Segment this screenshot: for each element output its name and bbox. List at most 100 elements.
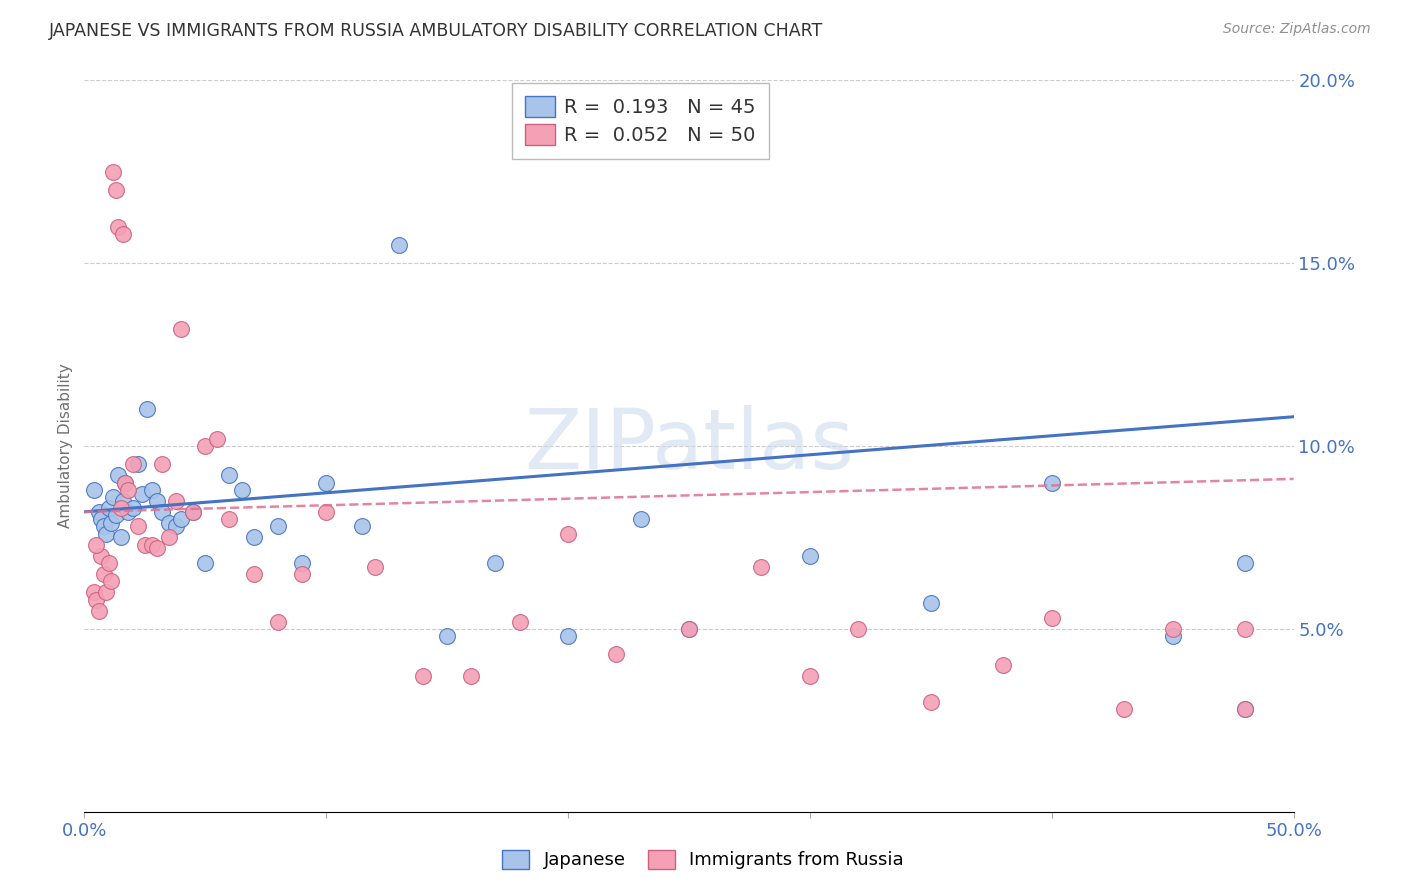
Point xyxy=(134,538,156,552)
Point xyxy=(104,183,127,197)
Point xyxy=(194,556,217,570)
Point xyxy=(846,622,869,636)
Point xyxy=(557,526,579,541)
Point xyxy=(630,512,652,526)
Point xyxy=(100,516,122,530)
Point xyxy=(291,567,314,582)
Point xyxy=(181,505,204,519)
Point xyxy=(121,501,143,516)
Text: JAPANESE VS IMMIGRANTS FROM RUSSIA AMBULATORY DISABILITY CORRELATION CHART: JAPANESE VS IMMIGRANTS FROM RUSSIA AMBUL… xyxy=(49,22,824,40)
Point xyxy=(363,559,385,574)
Point xyxy=(170,512,193,526)
Point xyxy=(127,457,149,471)
Point xyxy=(94,526,117,541)
Point xyxy=(460,669,482,683)
Point xyxy=(93,519,115,533)
Point xyxy=(97,501,120,516)
Point xyxy=(86,538,108,552)
Point xyxy=(103,490,125,504)
Point xyxy=(90,512,112,526)
Point xyxy=(993,658,1015,673)
Point xyxy=(131,486,153,500)
Point xyxy=(110,501,132,516)
Text: ZIPatlas: ZIPatlas xyxy=(524,406,853,486)
Point xyxy=(1234,702,1257,716)
Point xyxy=(388,238,411,252)
Point xyxy=(83,483,105,497)
Point xyxy=(90,549,112,563)
Point xyxy=(352,519,374,533)
Point xyxy=(136,402,159,417)
Point xyxy=(267,615,290,629)
Point xyxy=(920,596,942,610)
Point xyxy=(412,669,434,683)
Point xyxy=(157,530,180,544)
Point xyxy=(86,592,108,607)
Point xyxy=(150,505,173,519)
Point xyxy=(1234,556,1257,570)
Point xyxy=(242,530,264,544)
Point xyxy=(107,219,129,234)
Point xyxy=(117,483,139,497)
Point xyxy=(920,695,942,709)
Point xyxy=(1234,622,1257,636)
Point xyxy=(799,549,821,563)
Point xyxy=(103,164,125,178)
Point xyxy=(150,457,173,471)
Point xyxy=(557,629,579,643)
Point xyxy=(678,622,700,636)
Point xyxy=(242,567,264,582)
Point xyxy=(141,483,163,497)
Point xyxy=(799,669,821,683)
Point xyxy=(315,505,337,519)
Point xyxy=(315,475,337,490)
Point xyxy=(87,505,110,519)
Point xyxy=(194,439,217,453)
Point xyxy=(1234,702,1257,716)
Point xyxy=(1040,475,1063,490)
Text: Source: ZipAtlas.com: Source: ZipAtlas.com xyxy=(1223,22,1371,37)
Point xyxy=(231,483,253,497)
Point xyxy=(146,541,169,556)
Point xyxy=(157,516,180,530)
Point xyxy=(436,629,458,643)
Point xyxy=(112,494,135,508)
Point xyxy=(141,538,163,552)
Point xyxy=(117,505,139,519)
Point xyxy=(1040,611,1063,625)
Point xyxy=(87,603,110,617)
Point xyxy=(93,567,115,582)
Point xyxy=(170,322,193,336)
Point xyxy=(100,574,122,589)
Point xyxy=(218,512,240,526)
Point xyxy=(181,505,204,519)
Point xyxy=(112,227,135,241)
Point xyxy=(678,622,700,636)
Point xyxy=(107,468,129,483)
Point xyxy=(165,494,187,508)
Point xyxy=(104,508,127,523)
Point xyxy=(127,519,149,533)
Point xyxy=(218,468,240,483)
Point xyxy=(121,457,143,471)
Point xyxy=(110,530,132,544)
Point xyxy=(291,556,314,570)
Point xyxy=(1161,622,1184,636)
Point xyxy=(509,615,531,629)
Point xyxy=(751,559,773,574)
Point xyxy=(114,475,136,490)
Point xyxy=(165,519,187,533)
Point xyxy=(207,432,229,446)
Point xyxy=(97,556,120,570)
Point xyxy=(484,556,506,570)
Legend: Japanese, Immigrants from Russia: Japanese, Immigrants from Russia xyxy=(494,841,912,879)
Point xyxy=(267,519,290,533)
Point xyxy=(146,494,169,508)
Point xyxy=(114,475,136,490)
Point xyxy=(1114,702,1136,716)
Point xyxy=(83,585,105,599)
Point xyxy=(605,648,627,662)
Y-axis label: Ambulatory Disability: Ambulatory Disability xyxy=(58,364,73,528)
Point xyxy=(1161,629,1184,643)
Point xyxy=(94,585,117,599)
